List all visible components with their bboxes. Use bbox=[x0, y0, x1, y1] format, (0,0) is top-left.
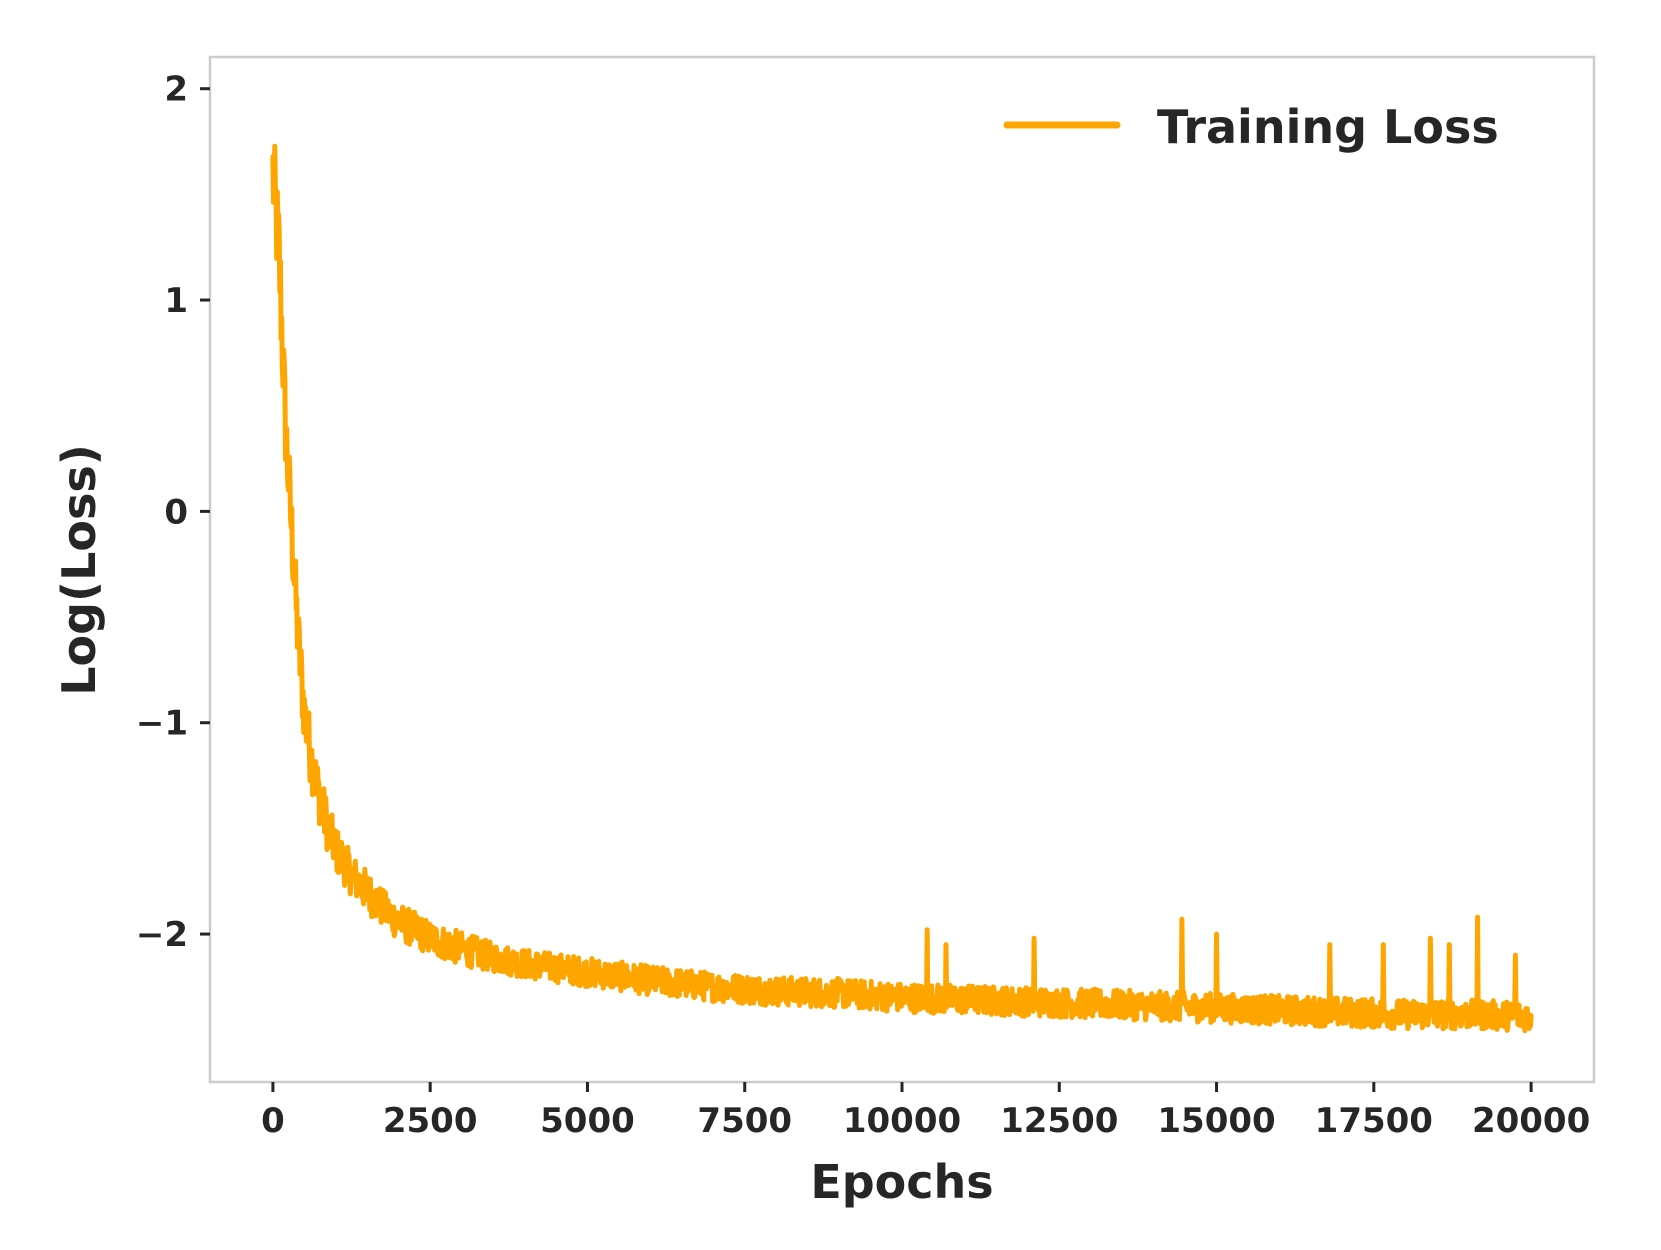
x-axis-title: Epochs bbox=[810, 1155, 993, 1209]
y-axis-ticks: 2 1 0 −1 −2 bbox=[136, 70, 210, 955]
y-tick-label: −1 bbox=[136, 704, 188, 744]
x-tick-label: 5000 bbox=[540, 1101, 635, 1141]
legend: Training Loss bbox=[1003, 100, 1499, 154]
x-tick-label: 12500 bbox=[1000, 1101, 1118, 1141]
x-tick-label: 0 bbox=[261, 1101, 285, 1141]
x-tick-label: 20000 bbox=[1472, 1101, 1590, 1141]
x-tick-label: 2500 bbox=[383, 1101, 478, 1141]
x-tick-label: 7500 bbox=[697, 1101, 792, 1141]
y-tick-label: −2 bbox=[136, 915, 188, 955]
y-tick-label: 0 bbox=[164, 492, 188, 532]
x-tick-label: 17500 bbox=[1315, 1101, 1433, 1141]
x-tick-label: 15000 bbox=[1157, 1101, 1275, 1141]
legend-label-training-loss: Training Loss bbox=[1157, 100, 1499, 154]
y-tick-label: 2 bbox=[164, 70, 188, 110]
x-tick-label: 10000 bbox=[843, 1101, 961, 1141]
y-axis-title: Log(Loss) bbox=[52, 444, 106, 696]
x-axis-ticks: 0 2500 5000 7500 10000 12500 15000 17500 20000 bbox=[261, 1082, 1590, 1141]
series-line-training-loss bbox=[270, 143, 1534, 1034]
y-tick-label: 1 bbox=[164, 281, 188, 321]
series-layer bbox=[270, 143, 1534, 1034]
